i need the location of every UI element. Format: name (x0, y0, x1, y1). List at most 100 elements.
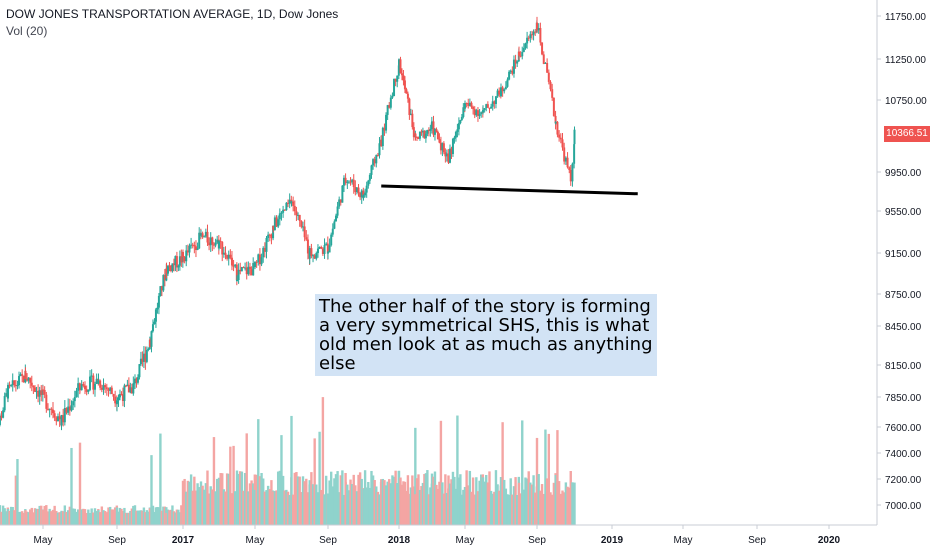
candle (283, 209, 286, 211)
volume-bar (306, 492, 310, 525)
candle (102, 378, 105, 395)
volume-bar (566, 486, 569, 525)
volume-bar (454, 488, 458, 525)
candle (509, 69, 512, 74)
candle (139, 351, 142, 366)
candle (500, 83, 502, 97)
volume-bar (451, 471, 455, 525)
volume-bar (549, 492, 552, 525)
candle (408, 97, 411, 120)
volume-bar (476, 491, 480, 525)
candle (542, 51, 545, 65)
volume-bar (525, 478, 529, 525)
price-tick-label: 7400.00 (885, 449, 922, 460)
volume-bar (13, 510, 16, 525)
candle (121, 387, 124, 407)
candle (53, 410, 56, 422)
volume-bar (424, 473, 428, 525)
volume-bar (303, 481, 306, 525)
volume-bar (97, 510, 100, 525)
candle (35, 386, 38, 399)
candlestick-series (0, 16, 576, 431)
volume-bar (381, 478, 385, 525)
volume-bar (177, 509, 180, 525)
candle (185, 245, 188, 267)
candle (439, 136, 442, 155)
candle (435, 127, 438, 133)
candle (22, 375, 25, 383)
candle (328, 238, 331, 253)
symbol-title: DOW JONES TRANSPORTATION AVERAGE, 1D, Do… (6, 7, 339, 21)
candle (556, 121, 559, 138)
candle (415, 136, 418, 142)
candle (211, 236, 214, 252)
volume-bar (467, 485, 470, 525)
volume-bar (235, 470, 239, 525)
candle (5, 388, 8, 398)
candle (178, 250, 181, 271)
volume-bar (376, 491, 380, 525)
candle (365, 181, 368, 198)
candle (429, 124, 432, 137)
annotation-note[interactable]: The other half of the story is forming a… (315, 294, 657, 376)
volume-bar (189, 474, 193, 525)
candle (13, 380, 16, 388)
volume-bar (471, 477, 475, 525)
volume-bar (219, 473, 222, 525)
candle (508, 70, 511, 81)
volume-bars (0, 397, 576, 525)
volume-bar (378, 494, 381, 525)
candle (87, 389, 90, 395)
volume-bar (66, 510, 70, 525)
volume-bar (160, 510, 164, 525)
volume-bar (296, 476, 300, 525)
candle (230, 251, 233, 271)
volume-bar (35, 508, 38, 525)
candle (541, 42, 544, 56)
candle (221, 241, 224, 262)
candle (73, 390, 76, 408)
candle (107, 387, 110, 397)
candle (29, 377, 32, 389)
candle (129, 382, 132, 394)
volume-bar (166, 509, 170, 525)
candle (292, 196, 295, 212)
volume-bar (123, 507, 126, 525)
volume-bar (262, 478, 265, 525)
candle (110, 385, 113, 395)
candle (568, 166, 571, 174)
volume-bar (326, 493, 330, 525)
candle (277, 215, 280, 229)
candle (496, 88, 499, 98)
candle (162, 274, 165, 292)
candle (472, 105, 475, 115)
candle (414, 132, 417, 141)
candle (367, 179, 370, 189)
volume-bar (470, 491, 473, 525)
candle (301, 221, 304, 232)
volume-bar (537, 474, 540, 525)
volume-bar (33, 508, 37, 525)
candle (198, 227, 201, 250)
volume-bar (118, 507, 122, 525)
candle (321, 247, 324, 256)
volume-bar (83, 509, 87, 525)
candle (51, 402, 54, 419)
candle (527, 35, 530, 42)
candle (219, 237, 222, 249)
candle (18, 371, 21, 389)
volume-bar (481, 477, 485, 525)
candle (432, 115, 435, 138)
volume-bar (339, 475, 342, 525)
time-axis[interactable]: May Sep 2017 May Sep 2018 May Sep 2019 May Sep 2020 (34, 525, 841, 546)
volume-indicator-label[interactable]: Vol (20) (6, 24, 48, 38)
volume-bar (250, 480, 253, 525)
candle (534, 28, 537, 36)
volume-bar (342, 494, 346, 525)
candle (355, 187, 358, 195)
price-axis[interactable]: 11750.00 11250.00 10750.00 9950.00 9550.00 91… (877, 12, 927, 512)
volume-bar (240, 471, 244, 525)
candle (388, 102, 391, 109)
volume-bar (355, 491, 359, 525)
